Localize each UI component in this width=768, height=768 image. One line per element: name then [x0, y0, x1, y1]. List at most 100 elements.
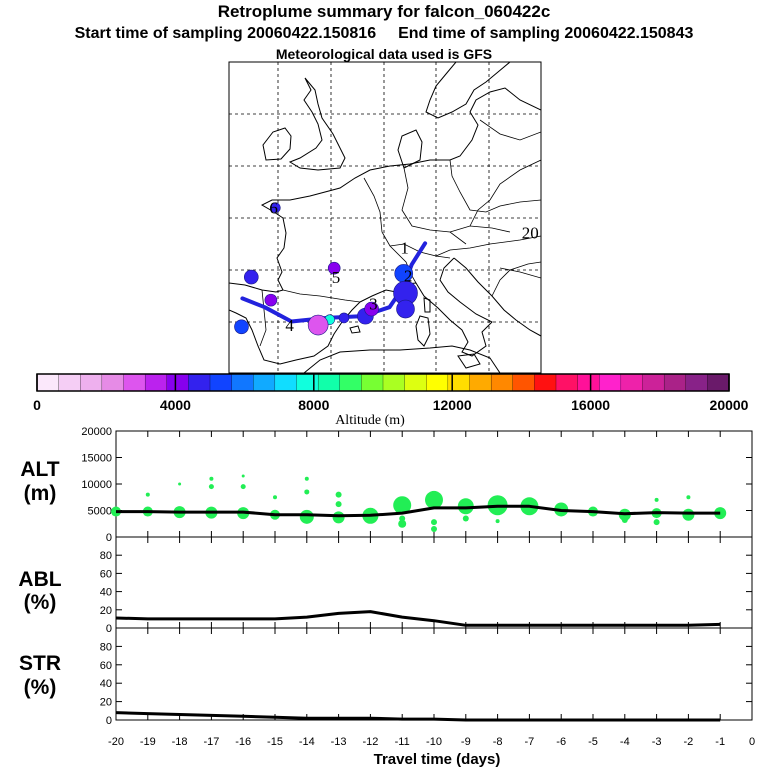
day-label: 4: [285, 316, 294, 335]
colorbar-cell: [166, 373, 189, 392]
abl-unit: (%): [24, 591, 57, 614]
altitude-dot: [399, 515, 406, 522]
x-tick-label: -13: [331, 736, 347, 748]
day-label: 3: [369, 295, 378, 314]
day-label: 2: [404, 266, 413, 285]
colorbar-ticks: 0 4000 8000 12000 16000 20000: [33, 374, 749, 413]
x-tick-label: -12: [362, 736, 378, 748]
trajectory-marker: [264, 293, 278, 307]
x-tick-label: -10: [426, 736, 442, 748]
trajectory-markers: [234, 202, 418, 336]
x-tick-label: -16: [235, 736, 251, 748]
colorbar-cell: [253, 373, 276, 392]
str-panel: STR (%) 80 60 40 20 0: [19, 641, 752, 727]
colorbar-tick-label: 12000: [433, 397, 472, 413]
altitude-dot: [241, 474, 245, 478]
colorbar-cell: [555, 373, 579, 392]
colorbar-cell: [101, 373, 124, 392]
x-tick-label: 0: [749, 736, 755, 748]
y-tick-label: 5000: [88, 506, 112, 518]
colorbar-label: Altitude (m): [335, 413, 405, 428]
altitude-dot: [208, 484, 214, 490]
abl-panel: ABL (%) 80 60 40 20 0: [18, 550, 752, 635]
x-tick-label: -18: [172, 736, 188, 748]
map-coastlines: 1 2 3 4 5 6 20: [229, 62, 541, 373]
altitude-dot: [431, 519, 437, 526]
colorbar-cell: [58, 373, 81, 392]
trajectory-marker: [307, 314, 329, 336]
abl-line: [115, 610, 721, 627]
altitude-dot: [209, 476, 214, 481]
colorbar-cell: [534, 373, 557, 392]
altitude-dot: [304, 489, 310, 495]
colorbar-cell: [339, 373, 362, 392]
alt-panel: ALT (m) 20000 15000 10000 5000 0: [20, 426, 752, 544]
x-tick-label: -20: [108, 736, 124, 748]
altitude-dot: [621, 517, 628, 524]
colorbar-tick-label: 16000: [571, 397, 610, 413]
colorbar-tick-label: 4000: [160, 397, 191, 413]
altitude-dot: [178, 482, 182, 486]
x-tick-label: -9: [461, 736, 471, 748]
sampling-times: Start time of sampling 20060422.150816 En…: [0, 25, 768, 43]
colorbar-cell: [599, 373, 622, 392]
colorbar-cell: [188, 373, 211, 392]
altitude-dot: [425, 490, 443, 509]
abl-y-ticks: 80 60 40 20 0: [100, 550, 752, 635]
colorbar-cell: [404, 373, 427, 392]
colorbar-cell: [490, 373, 514, 392]
y-tick-label: 15000: [81, 453, 112, 465]
colorbar-cell: [382, 373, 406, 392]
altitude-dot: [145, 492, 150, 497]
y-tick-label: 20000: [81, 426, 112, 438]
altitude-dot: [686, 495, 691, 500]
colorbar-cells: [36, 373, 730, 392]
x-tick-label: -7: [525, 736, 535, 748]
altitude-dot: [457, 498, 474, 515]
altitude-dot: [682, 508, 695, 521]
y-tick-label: 20: [100, 605, 112, 617]
colorbar-cell: [123, 373, 146, 392]
colorbar-cell: [577, 373, 600, 392]
alt-unit: (m): [24, 482, 57, 505]
y-tick-label: 40: [100, 678, 112, 690]
colorbar-cell: [274, 373, 297, 392]
x-tick-label: -19: [140, 736, 156, 748]
trajectory-marker: [234, 319, 249, 335]
altitude-dot: [431, 526, 437, 533]
str-y-ticks: 80 60 40 20 0: [100, 641, 752, 727]
colorbar-cell: [447, 373, 470, 392]
x-tick-label: -2: [684, 736, 694, 748]
alt-line: [116, 504, 721, 518]
altitude-dot: [462, 515, 469, 522]
colorbar-tick-label: 20000: [710, 397, 749, 413]
y-tick-label: 40: [100, 587, 112, 599]
x-tick-label: -14: [299, 736, 315, 748]
x-tick-label: -15: [267, 736, 283, 748]
y-tick-label: 10000: [81, 479, 112, 491]
colorbar-cell: [642, 373, 665, 392]
colorbar-cell: [144, 373, 168, 392]
str-label: STR: [19, 652, 61, 675]
trajectory-marker: [270, 202, 281, 214]
colorbar-cell: [361, 373, 384, 392]
alt-dots: [111, 474, 727, 533]
colorbar-cell: [663, 373, 687, 392]
colorbar-cell: [620, 373, 643, 392]
colorbar-cell: [36, 373, 60, 392]
colorbar-cell: [296, 373, 319, 392]
day-label: 1: [400, 239, 409, 258]
met-data-label: Meteorological data used is GFS: [275, 46, 493, 62]
x-ticks: -20 -19 -18 -17 -16 -15 -14 -13 -12 -11 -10 -9 -8 -7-…: [108, 431, 755, 748]
str-unit: (%): [24, 676, 57, 699]
y-tick-label: 0: [106, 715, 112, 727]
x-tick-label: -8: [493, 736, 503, 748]
altitude-dot: [335, 501, 342, 508]
time-series-panels: -20 -19 -18 -17 -16 -15 -14 -13 -12 -11 -10 -9 -8 -7-…: [18, 426, 755, 768]
altitude-dot: [654, 497, 659, 502]
altitude-dot: [398, 519, 407, 528]
day-labels: 1 2 3 4 5 6 20: [269, 199, 538, 335]
altitude-dot: [653, 519, 660, 526]
colorbar-tick-label: 8000: [298, 397, 329, 413]
